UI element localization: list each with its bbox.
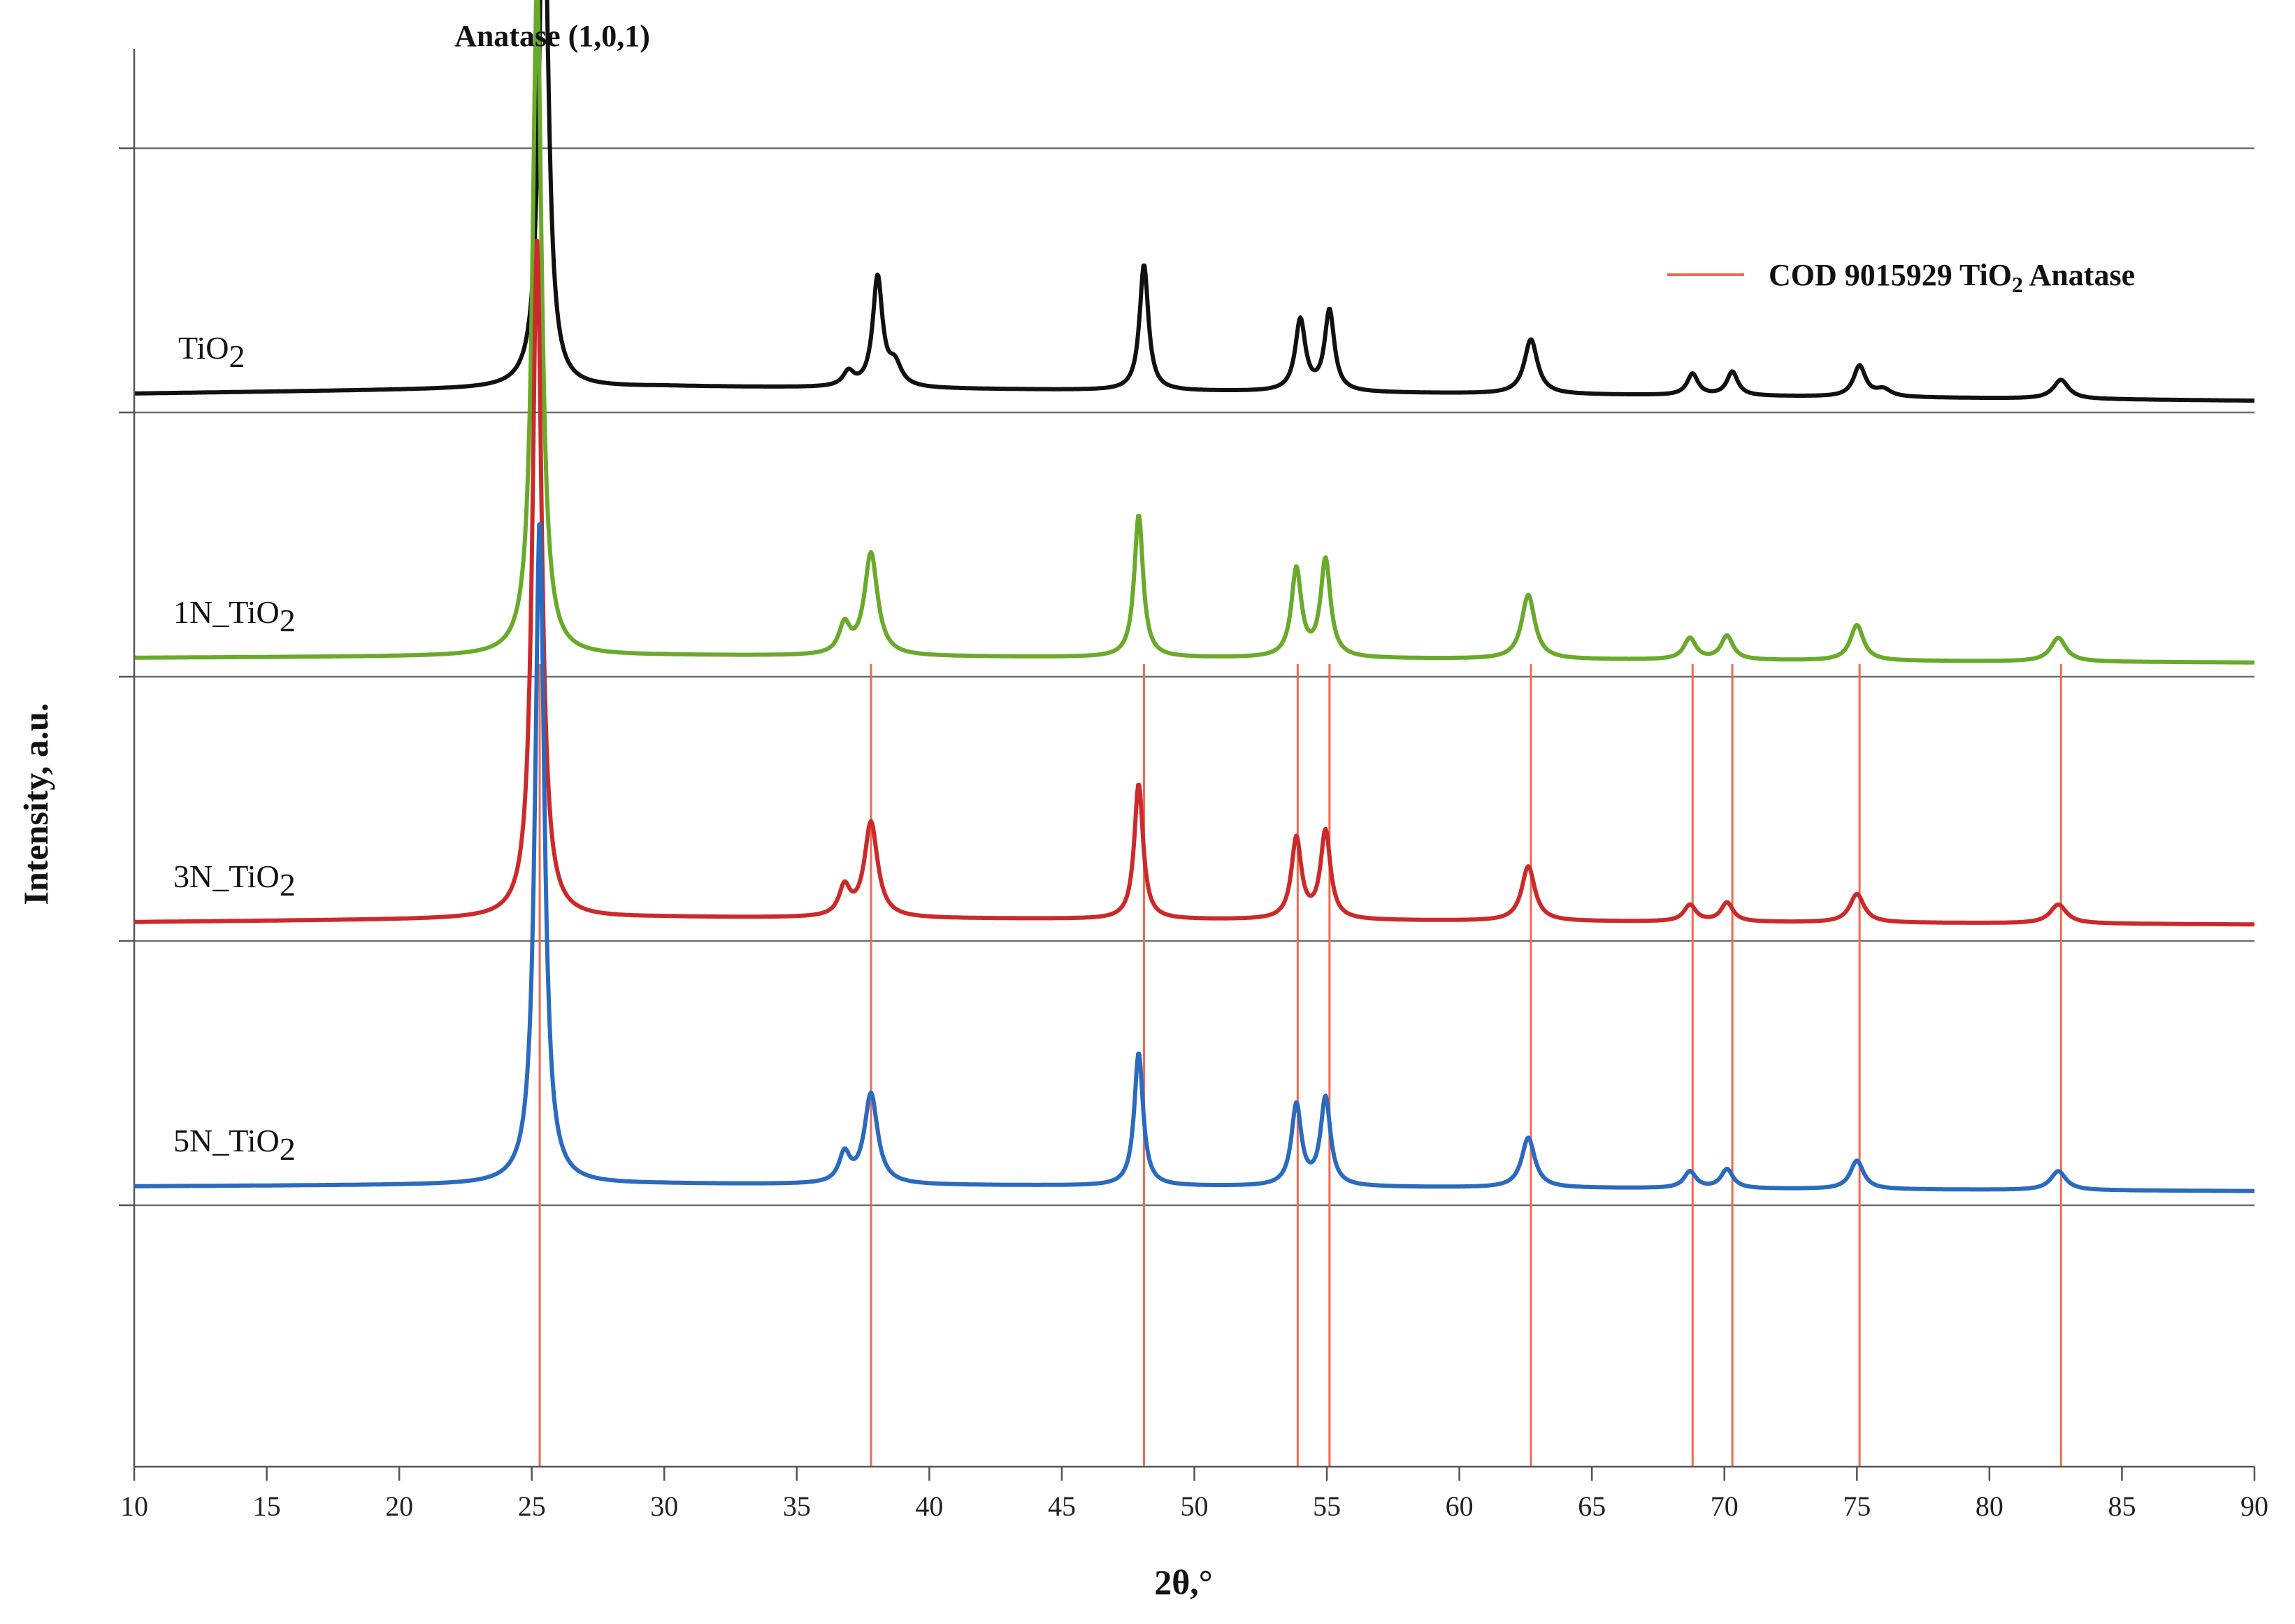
- series-label: 5N_TiO2: [173, 1123, 296, 1167]
- series-label-main: 5N_TiO: [173, 1123, 280, 1158]
- x-axis-label: 2θ,°: [1154, 1562, 1213, 1602]
- reference-lines: [538, 664, 2062, 1467]
- gridlines: [134, 147, 2254, 1207]
- legend-entry: COD 9015929 TiO2 Anatase: [1769, 258, 2135, 297]
- x-tick-label: 15: [253, 1490, 281, 1522]
- x-tick-label: 90: [2240, 1490, 2268, 1522]
- series-label-main: TiO: [178, 330, 229, 366]
- series-label-sub: 2: [280, 867, 296, 903]
- x-tick-label: 65: [1578, 1490, 1606, 1522]
- series-label: 1N_TiO2: [173, 594, 296, 638]
- series-line: [133, 0, 2256, 665]
- x-tick-label: 75: [1843, 1490, 1871, 1522]
- x-tick-label: 55: [1313, 1490, 1341, 1522]
- x-tick-label: 35: [783, 1490, 811, 1522]
- legend-entry-main: COD 9015929 TiO: [1769, 258, 2012, 292]
- x-tick-label: 10: [120, 1490, 148, 1522]
- x-tick-label: 50: [1181, 1490, 1209, 1522]
- series-label-sub: 2: [229, 338, 245, 374]
- series-line: [133, 522, 2256, 1193]
- series-line: [133, 0, 2256, 403]
- series-label-sub: 2: [280, 1131, 296, 1167]
- x-tick-label: 40: [915, 1490, 943, 1522]
- x-tick-label: 30: [650, 1490, 678, 1522]
- x-tick-label: 85: [2108, 1490, 2136, 1522]
- series-line: [133, 238, 2256, 927]
- y-axis-label: Intensity, a.u.: [16, 703, 55, 905]
- legend: COD 9015929 TiO2 Anatase: [1667, 258, 2135, 297]
- x-ticks: 10 15 20 25 30 35 40 45 50 55 60 65 70 75 80 85 90: [120, 1467, 2268, 1522]
- series-label-main: 1N_TiO: [173, 594, 280, 630]
- series-label-main: 3N_TiO: [173, 858, 280, 894]
- x-tick-label: 70: [1711, 1490, 1739, 1522]
- x-tick-label: 20: [385, 1490, 413, 1522]
- series-label-sub: 2: [280, 603, 296, 638]
- x-tick-label: 80: [1976, 1490, 2003, 1522]
- legend-entry-sub: 2: [2012, 272, 2023, 297]
- series-label: TiO2: [178, 330, 245, 374]
- legend-entry-tail: Anatase: [2023, 258, 2135, 292]
- x-tick-label: 60: [1446, 1490, 1474, 1522]
- x-tick-label: 25: [518, 1490, 546, 1522]
- x-tick-label: 45: [1048, 1490, 1076, 1522]
- series-lines: [133, 0, 2256, 1193]
- series-label: 3N_TiO2: [173, 858, 296, 903]
- peak-annotation: Anatase (1,0,1): [454, 19, 650, 53]
